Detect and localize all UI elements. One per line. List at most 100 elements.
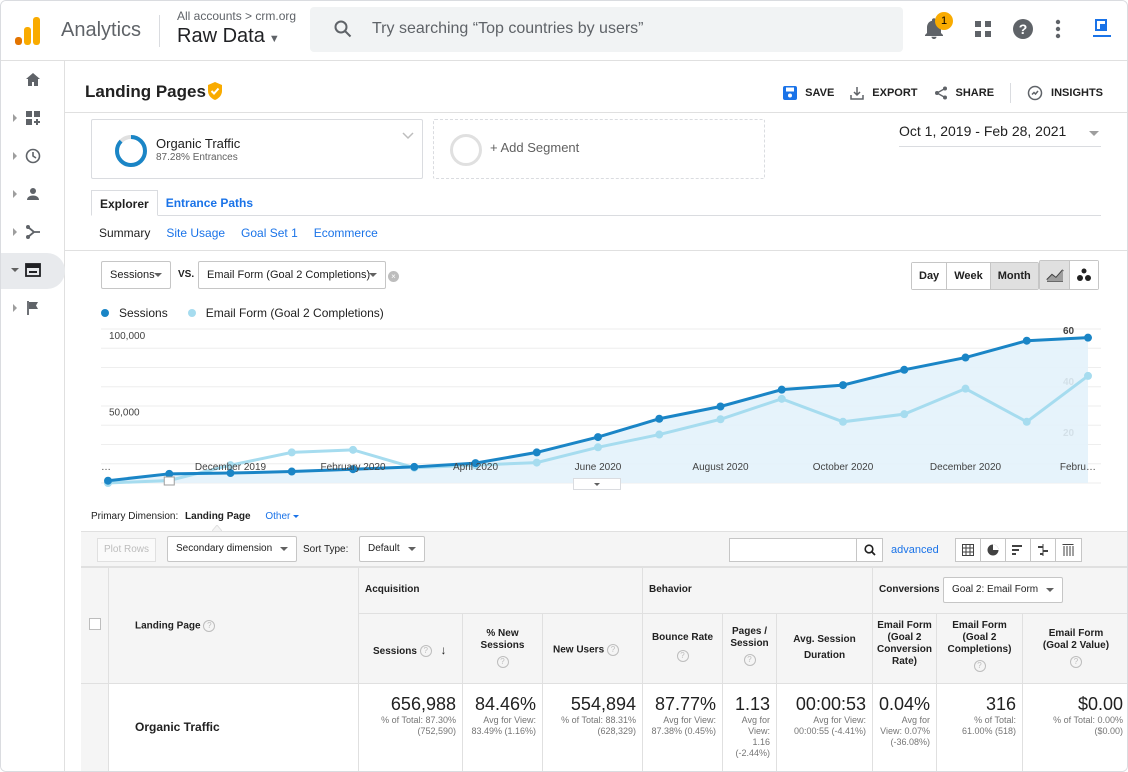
primary-metric-select[interactable]: Sessions xyxy=(101,261,171,289)
column-header-avg-session-duration[interactable]: Avg. Session Duration xyxy=(777,614,873,684)
secondary-dimension-select[interactable]: Secondary dimension xyxy=(167,536,297,562)
help-icon[interactable]: ? xyxy=(203,620,216,632)
sessions-point[interactable] xyxy=(410,462,419,471)
more-vert-icon[interactable] xyxy=(1055,19,1061,39)
segment-card-organic-traffic[interactable]: Organic Traffic 87.28% Entrances xyxy=(91,119,423,179)
column-header-goal2-completions[interactable]: Email Form (Goal 2 Completions) ? xyxy=(937,614,1023,684)
secondary-metric-select[interactable]: Email Form (Goal 2 Completions) xyxy=(198,261,386,289)
apps-grid-icon[interactable] xyxy=(975,21,991,37)
subtab-summary[interactable]: Summary xyxy=(99,226,151,240)
add-segment-button[interactable]: + Add Segment xyxy=(433,119,765,179)
sessions-point[interactable] xyxy=(1022,336,1031,345)
export-button[interactable]: EXPORT xyxy=(850,86,918,100)
help-icon[interactable]: ? xyxy=(1070,656,1082,668)
subtab-ecommerce[interactable]: Ecommerce xyxy=(313,226,378,240)
select-all-checkbox[interactable] xyxy=(89,618,101,630)
date-range-selector[interactable]: Oct 1, 2019 - Feb 28, 2021 xyxy=(899,123,1101,147)
help-icon[interactable]: ? xyxy=(606,644,619,656)
goal-select[interactable]: Goal 2: Email Form xyxy=(943,577,1063,603)
granularity-week-button[interactable]: Week xyxy=(947,263,991,289)
landing-page-header[interactable]: Landing Page ? xyxy=(109,568,359,684)
column-header-pages-session[interactable]: Pages / Session ? xyxy=(723,614,777,684)
sessions-point[interactable] xyxy=(349,465,357,474)
legend-item-email-form[interactable]: Email Form (Goal 2 Completions) xyxy=(187,306,384,320)
advanced-filter-link[interactable]: advanced xyxy=(891,544,939,556)
percentage-view-button[interactable] xyxy=(981,539,1006,561)
email-form-point[interactable] xyxy=(777,394,786,403)
sidebar-item-audience[interactable] xyxy=(1,177,65,213)
sessions-point[interactable] xyxy=(839,381,847,390)
sessions-point[interactable] xyxy=(165,469,174,478)
granularity-month-button[interactable]: Month xyxy=(990,263,1038,289)
column-header-bounce-rate[interactable]: Bounce Rate ? xyxy=(643,614,723,684)
sidebar-item-home[interactable] xyxy=(1,63,65,99)
tab-explorer[interactable]: Explorer xyxy=(91,190,158,216)
subtab-goal-set-1[interactable]: Goal Set 1 xyxy=(241,226,298,240)
sessions-point[interactable] xyxy=(471,459,480,468)
sessions-point[interactable] xyxy=(716,402,725,411)
email-form-point[interactable] xyxy=(532,458,541,467)
help-icon[interactable]: ? xyxy=(743,654,756,666)
column-header-new-users[interactable]: New Users ? xyxy=(543,614,643,684)
search-bar[interactable]: Try searching “Top countries by users” xyxy=(310,7,903,52)
email-form-point[interactable] xyxy=(716,415,725,424)
sessions-point[interactable] xyxy=(594,433,602,442)
annotation-marker-icon[interactable] xyxy=(163,476,175,486)
legend-item-sessions[interactable]: Sessions xyxy=(101,306,168,320)
sessions-point[interactable] xyxy=(655,414,664,423)
help-icon[interactable]: ? xyxy=(973,660,986,672)
sort-type-select[interactable]: Default xyxy=(359,536,425,562)
email-form-point[interactable] xyxy=(1022,417,1031,426)
column-header-goal2-value[interactable]: Email Form (Goal 2 Value) ? xyxy=(1023,614,1127,684)
help-icon[interactable]: ? xyxy=(676,650,689,662)
sidebar-item-realtime[interactable] xyxy=(1,139,65,175)
email-form-point[interactable] xyxy=(594,443,602,452)
primary-dimension-other[interactable]: Other xyxy=(265,511,300,522)
table-search-button[interactable] xyxy=(857,538,883,562)
column-header-new-sessions[interactable]: % New Sessions ? xyxy=(463,614,543,684)
email-form-point[interactable] xyxy=(961,384,970,393)
sessions-point[interactable] xyxy=(226,469,235,478)
help-icon[interactable]: ? xyxy=(419,645,432,658)
email-form-point[interactable] xyxy=(1084,371,1092,380)
email-form-point[interactable] xyxy=(900,410,909,419)
sidebar-item-conversions[interactable] xyxy=(1,291,65,327)
data-table-view-button[interactable] xyxy=(956,539,981,561)
pivot-view-button[interactable] xyxy=(1056,539,1081,561)
sidebar-item-behavior[interactable] xyxy=(1,253,65,289)
sidebar-item-customization[interactable] xyxy=(1,101,65,137)
column-header-sessions[interactable]: Sessions ? ↓ xyxy=(359,614,463,684)
tab-entrance-paths[interactable]: Entrance Paths xyxy=(165,196,254,210)
subtab-site-usage[interactable]: Site Usage xyxy=(166,226,226,240)
sessions-point[interactable] xyxy=(900,365,909,374)
sessions-point[interactable] xyxy=(532,448,541,457)
column-header-goal2-conversion-rate[interactable]: Email Form (Goal 2 Conversion Rate) xyxy=(873,614,937,684)
save-button[interactable]: SAVE xyxy=(783,86,834,100)
line-chart-button[interactable] xyxy=(1040,261,1070,289)
sessions-point[interactable] xyxy=(287,467,296,476)
insights-button[interactable]: INSIGHTS xyxy=(1027,85,1103,101)
chart-collapse-handle[interactable] xyxy=(573,478,621,490)
email-form-point[interactable] xyxy=(287,448,296,457)
email-form-point[interactable] xyxy=(226,461,235,470)
email-form-point[interactable] xyxy=(839,417,847,426)
email-form-point[interactable] xyxy=(655,430,664,439)
help-icon[interactable]: ? xyxy=(1013,19,1033,39)
account-product-icon[interactable] xyxy=(1091,17,1113,39)
analytics-logo-icon[interactable] xyxy=(15,15,43,45)
sessions-point[interactable] xyxy=(777,385,786,394)
sessions-point[interactable] xyxy=(961,353,970,362)
share-button[interactable]: SHARE xyxy=(934,86,994,100)
sessions-point[interactable] xyxy=(1084,333,1092,342)
sidebar-item-acquisition[interactable] xyxy=(1,215,65,251)
granularity-day-button[interactable]: Day xyxy=(912,263,948,289)
primary-dimension-landing-page[interactable]: Landing Page xyxy=(185,511,251,522)
account-path[interactable]: All accounts > crm.org xyxy=(177,9,297,23)
plot-rows-button[interactable]: Plot Rows xyxy=(97,538,157,562)
clear-metric-icon[interactable]: × xyxy=(388,271,399,282)
email-form-point[interactable] xyxy=(349,445,357,454)
sessions-point[interactable] xyxy=(104,476,112,485)
view-selector[interactable]: Raw Data ▼ xyxy=(177,25,280,48)
chevron-down-icon[interactable] xyxy=(402,132,414,140)
